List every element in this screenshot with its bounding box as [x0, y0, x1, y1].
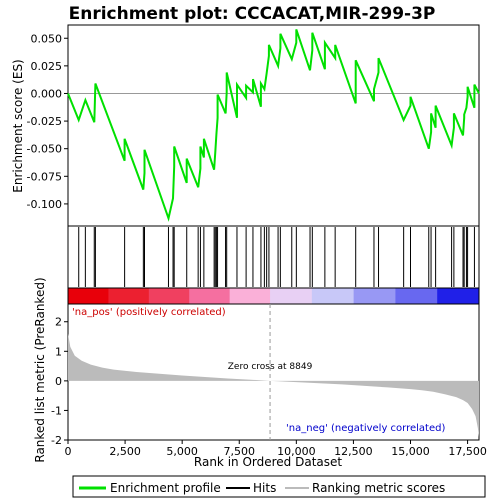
colorbar-segment: [148, 288, 190, 304]
x-tick-label: 7,500: [224, 445, 256, 458]
hit-marks: [78, 227, 475, 287]
colorbar-segment: [229, 288, 271, 304]
colorbar-segment: [311, 288, 355, 304]
es-y-axis: 0.050 0.025 0.000 -0.025 -0.050 -0.075 -0.100: [27, 32, 68, 211]
metric-y-tick-label: 1: [55, 345, 62, 358]
positive-correlation-label: 'na_pos' (positively correlated): [72, 307, 226, 318]
enrichment-score-panel: 0.050 0.025 0.000 -0.025 -0.050 -0.075 -0.100: [27, 24, 480, 227]
colorbar-segment: [270, 288, 313, 304]
x-tick-label: 5,000: [166, 445, 198, 458]
hits-frame: [67, 225, 480, 289]
x-axis-label: Rank in Ordered Dataset: [194, 455, 342, 469]
legend-label-hits: Hits: [253, 481, 276, 495]
legend-label-metric: Ranking metric scores: [312, 481, 445, 495]
negative-correlation-label: 'na_neg' (negatively correlated): [286, 423, 445, 434]
rank-colorbar: [67, 287, 480, 305]
x-tick-label: 2,500: [109, 445, 141, 458]
enrichment-profile-line: [67, 29, 480, 222]
es-y-tick-label: -0.075: [27, 170, 62, 183]
colorbar-segment: [68, 288, 109, 304]
es-y-tick-label: -0.025: [27, 115, 62, 128]
ranking-metric-area: [68, 333, 479, 437]
colorbar-segment: [395, 288, 438, 304]
colorbar-segment: [437, 288, 480, 304]
legend-box: [72, 475, 486, 498]
colorbar-segment: [189, 288, 231, 304]
x-axis: 0 2,500 5,000 7,500 10,000 12,500 15,000 17,500: [65, 440, 487, 458]
x-tick-label: 10,000: [277, 445, 316, 458]
x-tick-label: 0: [65, 445, 72, 458]
es-y-tick-label: 0.000: [31, 87, 63, 100]
metric-y-tick-label: 0: [55, 375, 62, 388]
x-tick-label: 15,000: [391, 445, 430, 458]
metric-y-tick-label: -1: [51, 404, 62, 417]
legend: Enrichment profile Hits Ranking metric s…: [72, 475, 486, 498]
es-y-tick-label: 0.025: [31, 60, 63, 73]
zero-cross-label: Zero cross at 8849: [228, 362, 313, 372]
legend-label-enrichment: Enrichment profile: [110, 481, 221, 495]
ranked-metric-panel: 2 1 0 -1 -2 Zero cross at 8849 'na_pos' (pos…: [51, 303, 480, 447]
metric-y-tick-label: 2: [55, 316, 62, 329]
metric-y-axis-label: Ranked list metric (PreRanked): [33, 277, 47, 462]
x-tick-label: 17,500: [448, 445, 487, 458]
es-y-tick-label: -0.100: [27, 198, 62, 211]
colorbar-segment: [108, 288, 150, 304]
hits-panel: [67, 225, 480, 289]
metric-y-axis: 2 1 0 -1 -2: [51, 316, 68, 447]
es-y-tick-label: 0.050: [31, 32, 63, 45]
metric-y-tick-label: -2: [51, 434, 62, 447]
colorbar-segment: [353, 288, 396, 304]
chart-title: Enrichment plot: CCCACAT,MIR-299-3P: [69, 4, 436, 24]
es-y-tick-label: -0.050: [27, 143, 62, 156]
es-y-axis-label: Enrichment score (ES): [11, 59, 25, 192]
es-plot-frame: [67, 24, 480, 227]
x-tick-label: 12,500: [334, 445, 373, 458]
